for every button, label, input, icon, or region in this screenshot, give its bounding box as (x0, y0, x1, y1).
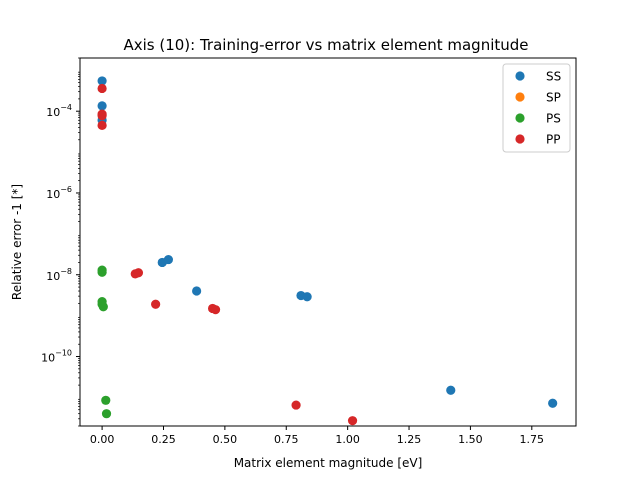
x-axis-label: Matrix element magnitude [eV] (234, 456, 423, 470)
data-point-pp-9 (291, 400, 301, 410)
data-point-ps-5 (101, 395, 111, 405)
x-tick-label: 1.25 (397, 433, 422, 446)
legend-box (502, 63, 571, 153)
chart-title: Axis (10): Training-error vs matrix elem… (123, 36, 528, 54)
data-point-ps-4 (98, 302, 108, 312)
legend-label-ss: SS (546, 70, 561, 84)
x-tick-label: 0.75 (274, 433, 299, 446)
legend-label-ps: PS (546, 112, 561, 126)
legend-marker-ss (515, 71, 525, 81)
x-tick-label: 0.25 (151, 433, 176, 446)
data-point-pp-2 (97, 111, 107, 121)
legend-marker-sp (515, 92, 525, 102)
data-point-ss-8 (446, 385, 456, 395)
legend-marker-ps (515, 113, 525, 123)
x-tick-label: 1.50 (458, 433, 483, 446)
data-point-ss-4 (163, 254, 173, 265)
data-point-ss-7 (302, 292, 312, 302)
data-point-ps-6 (101, 409, 112, 419)
data-point-pp-6 (151, 299, 161, 309)
data-point-ps-1 (97, 267, 107, 277)
y-axis-label: Relative error -1 [*] (10, 184, 24, 300)
plot-area (79, 57, 577, 427)
data-point-pp-5 (133, 268, 144, 278)
data-point-pp-10 (347, 416, 358, 426)
x-tick-label: 0.50 (213, 433, 238, 446)
data-point-ss-1 (97, 101, 107, 111)
data-point-pp-8 (210, 305, 221, 315)
x-axis: 0.00 0.25 0.50 0.75 1.00 1.25 1.50 1.75 (90, 426, 544, 446)
data-point-pp-0 (97, 83, 107, 94)
axes-frame (79, 57, 577, 427)
legend-label-pp: PP (546, 133, 560, 147)
data-point-ss-9 (548, 398, 558, 408)
data-point-ss-0 (97, 76, 107, 86)
legend: SS SP PS PP (502, 63, 571, 153)
x-tick-label: 1.75 (520, 433, 545, 446)
x-tick-label: 1.00 (335, 433, 360, 446)
data-point-ss-5 (192, 286, 202, 296)
data-point-pp-3 (97, 120, 107, 130)
legend-label-sp: SP (546, 91, 561, 105)
x-tick-label: 0.00 (90, 433, 115, 446)
legend-marker-pp (515, 134, 525, 144)
